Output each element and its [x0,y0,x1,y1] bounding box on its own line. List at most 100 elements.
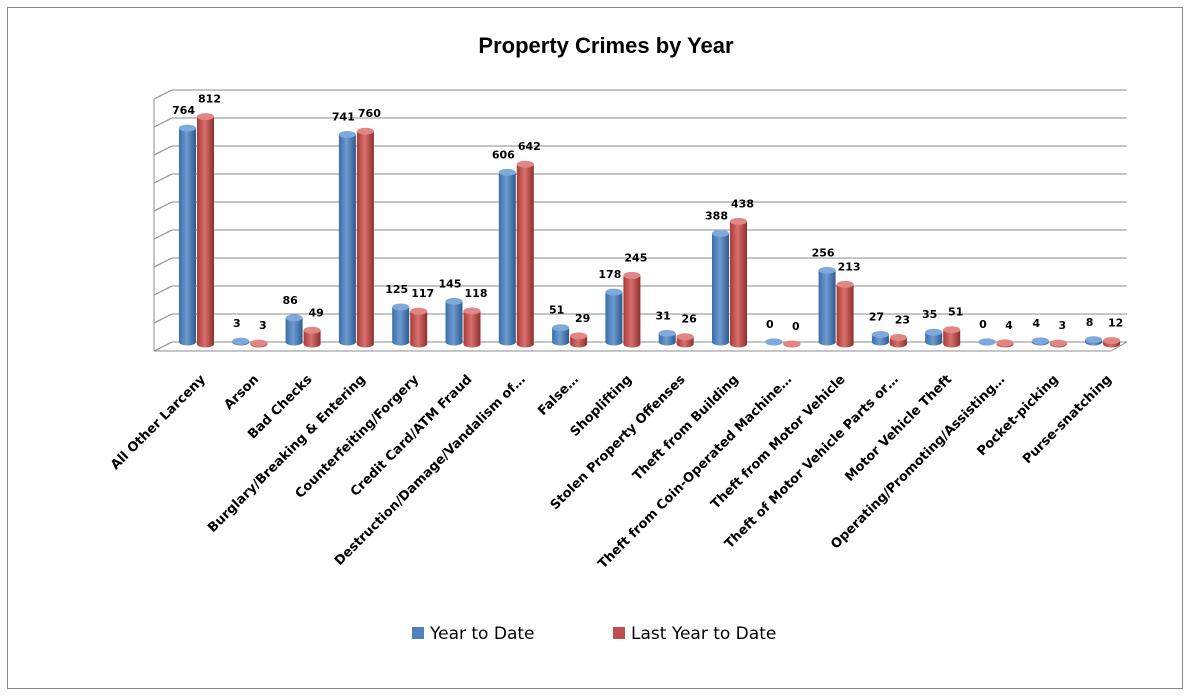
data-label: 3 [233,317,241,330]
side-wall-line [153,145,173,156]
data-label: 118 [465,287,488,300]
data-label: 49 [308,306,323,319]
bar-last-year-to-date [889,334,907,348]
bar-year-to-date [818,266,836,346]
side-wall-line [153,229,173,240]
bar-last-year-to-date [303,326,321,348]
legend: Year to Date Last Year to Date [412,624,776,644]
data-label: 741 [332,111,355,124]
side-wall-line [153,313,173,324]
bar-year-to-date [285,314,303,346]
chart-title: Property Crimes by Year [478,33,734,58]
category-label: Theft from Coin-Operated Machine… [595,372,795,572]
data-label: 27 [869,310,884,323]
legend-label: Last Year to Date [631,624,776,644]
bar-last-year-to-date [676,333,694,348]
bar-last-year-to-date [943,326,961,348]
side-wall-line [153,341,173,352]
data-label: 764 [172,104,195,117]
chart-frame: Property Crimes by Year 764 812 3 3 86 49 741 7… [7,7,1183,689]
category-label: False… [535,372,582,419]
legend-item: Year to Date [412,624,535,644]
data-label: 642 [518,140,541,153]
bar-year-to-date [605,288,623,346]
bar-last-year-to-date [410,307,428,348]
data-label: 4 [1005,319,1013,332]
bar-year-to-date [498,168,516,346]
data-label: 145 [439,277,462,290]
gridlines [153,89,1128,352]
side-wall-line [153,89,173,100]
bar-year-to-date [1085,336,1103,346]
bar-last-year-to-date [836,280,854,348]
category-label: Destruction/Damage/Vandalism of… [332,372,529,569]
bar-last-year-to-date [463,307,481,348]
data-label: 438 [731,197,754,210]
bar-year-to-date [871,330,889,346]
data-label: 178 [598,268,621,281]
bar-year-to-date [765,338,783,346]
bar-last-year-to-date [356,127,374,348]
data-label: 23 [895,314,910,327]
bar-year-to-date [925,328,943,346]
bar-last-year-to-date [623,271,641,348]
data-label: 4 [1032,317,1040,330]
data-label: 26 [682,313,698,326]
side-wall-line [153,173,173,184]
bar-year-to-date [552,324,570,346]
bar-last-year-to-date [730,217,747,348]
bar-last-year-to-date [197,113,214,348]
data-label: 3 [1058,319,1066,332]
category-label: All Other Larceny [108,372,209,473]
data-label: 0 [979,318,987,331]
bar-year-to-date [658,329,676,346]
bar-last-year-to-date [516,160,534,348]
bar-last-year-to-date [996,339,1014,348]
bar-year-to-date [392,303,410,346]
bar-last-year-to-date [1049,339,1067,348]
data-label: 3 [259,319,267,332]
data-label: 256 [812,246,835,259]
data-label: 213 [838,260,861,273]
data-label: 0 [792,320,800,333]
side-wall-line [153,117,173,128]
floor-edge [1110,341,1128,352]
bar-year-to-date [712,229,729,346]
side-wall-line [153,285,173,296]
side-wall-line [153,257,173,268]
legend-swatch [613,627,625,639]
data-label: 51 [948,306,963,319]
bar-year-to-date [445,297,463,346]
bars [179,113,1121,348]
bar-year-to-date [1031,337,1049,346]
side-wall-line [153,201,173,212]
data-label: 812 [198,93,221,106]
bar-last-year-to-date [783,340,801,348]
data-label: 245 [624,251,647,264]
data-label: 760 [358,107,381,120]
category-label: Arson [222,372,263,413]
legend-label: Year to Date [429,624,535,644]
bar-year-to-date [179,124,196,346]
data-label: 117 [411,287,434,300]
category-label: Theft from Building [630,372,742,484]
legend-item: Last Year to Date [613,624,776,644]
bar-year-to-date [978,338,996,346]
data-label: 51 [549,304,564,317]
bar-last-year-to-date [570,332,588,348]
legend-swatch [412,627,424,639]
data-label: 31 [656,309,671,322]
data-label: 35 [922,308,937,321]
data-label: 12 [1108,317,1123,330]
data-label: 125 [385,283,408,296]
bar-year-to-date [338,131,356,346]
bar-last-year-to-date [1103,337,1121,348]
data-label: 8 [1086,316,1094,329]
bar-year-to-date [232,337,250,346]
category-label: Motor Vehicle Theft [842,372,955,485]
bar-last-year-to-date [250,339,268,348]
data-label: 606 [492,148,515,161]
